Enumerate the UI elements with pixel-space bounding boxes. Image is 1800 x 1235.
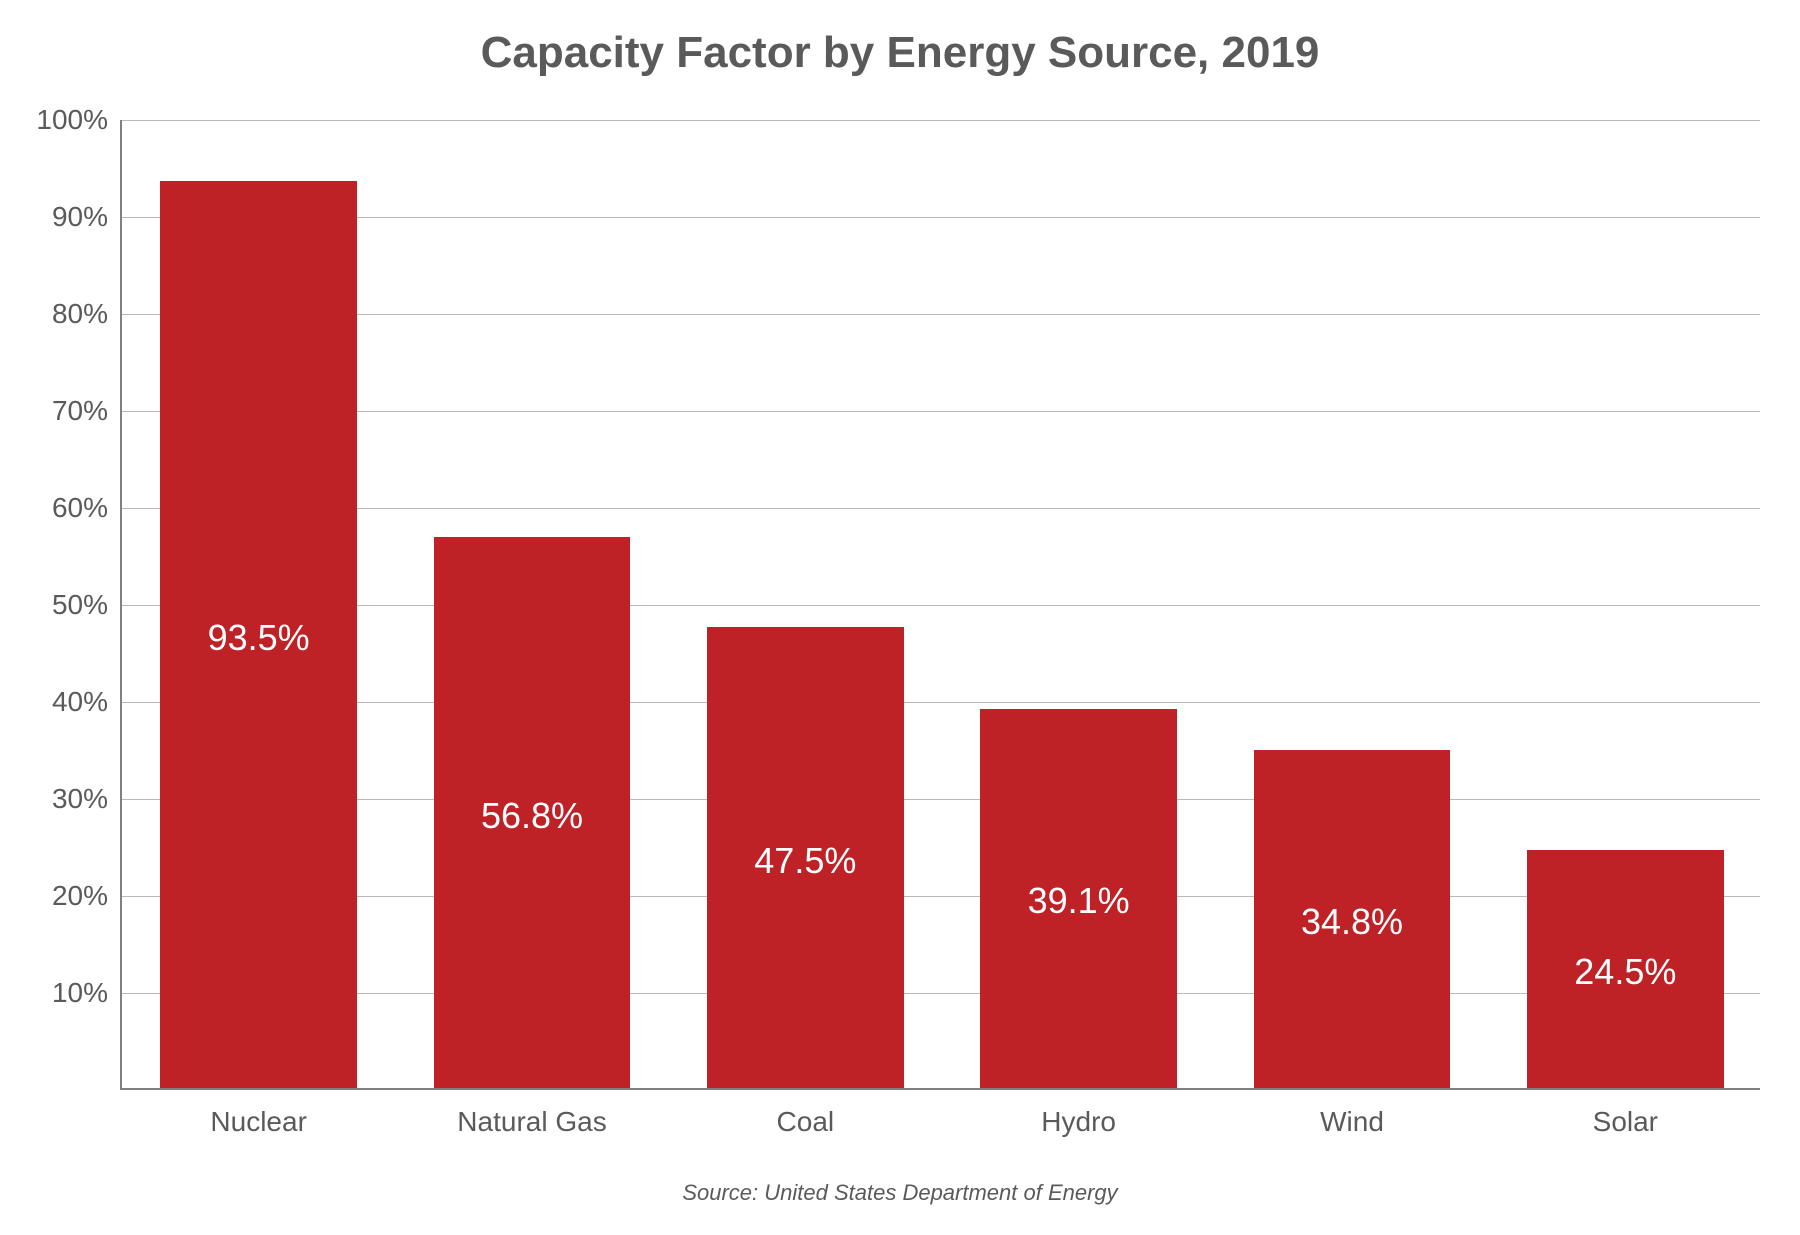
x-tick-label: Hydro: [1041, 1088, 1116, 1138]
gridline: [122, 217, 1760, 218]
y-tick-label: 80%: [52, 298, 122, 330]
gridline: [122, 896, 1760, 897]
gridline: [122, 605, 1760, 606]
gridline: [122, 314, 1760, 315]
plot-area: 10%20%30%40%50%60%70%80%90%100%93.5%Nucl…: [120, 120, 1760, 1090]
y-tick-label: 60%: [52, 492, 122, 524]
bar: 93.5%: [160, 181, 357, 1088]
bar-value-label: 56.8%: [481, 795, 583, 837]
gridline: [122, 508, 1760, 509]
bar-value-label: 34.8%: [1301, 901, 1403, 943]
bar: 47.5%: [707, 627, 904, 1088]
bar-value-label: 24.5%: [1574, 951, 1676, 993]
y-tick-label: 70%: [52, 395, 122, 427]
gridline: [122, 702, 1760, 703]
bar: 34.8%: [1254, 750, 1451, 1088]
y-tick-label: 100%: [36, 104, 122, 136]
x-tick-label: Natural Gas: [457, 1088, 606, 1138]
bar-value-label: 39.1%: [1028, 880, 1130, 922]
x-tick-label: Nuclear: [210, 1088, 306, 1138]
gridline: [122, 411, 1760, 412]
y-tick-label: 30%: [52, 783, 122, 815]
gridline: [122, 993, 1760, 994]
gridline: [122, 799, 1760, 800]
bar: 24.5%: [1527, 850, 1724, 1088]
y-tick-label: 40%: [52, 686, 122, 718]
bar: 56.8%: [434, 537, 631, 1088]
x-tick-label: Wind: [1320, 1088, 1384, 1138]
x-tick-label: Coal: [777, 1088, 835, 1138]
bar-value-label: 93.5%: [208, 617, 310, 659]
chart-source: Source: United States Department of Ener…: [0, 1180, 1800, 1206]
y-tick-label: 10%: [52, 977, 122, 1009]
y-tick-label: 20%: [52, 880, 122, 912]
gridline: [122, 120, 1760, 121]
chart-title: Capacity Factor by Energy Source, 2019: [0, 28, 1800, 78]
chart-container: Capacity Factor by Energy Source, 2019 1…: [0, 0, 1800, 1235]
x-tick-label: Solar: [1593, 1088, 1658, 1138]
bar: 39.1%: [980, 709, 1177, 1088]
y-tick-label: 90%: [52, 201, 122, 233]
bar-value-label: 47.5%: [754, 840, 856, 882]
y-tick-label: 50%: [52, 589, 122, 621]
